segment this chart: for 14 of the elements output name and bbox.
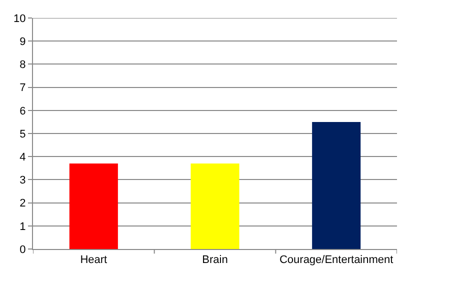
y-tick-label: 10	[14, 12, 26, 25]
x-tick-label: Brain	[202, 254, 228, 266]
y-tick-label: 5	[20, 128, 26, 140]
y-tick-label: 1	[20, 220, 26, 233]
x-tick-label: Courage/Entertainment	[279, 254, 394, 266]
y-tick-label: 7	[20, 82, 26, 94]
y-tick-label: 8	[20, 59, 26, 72]
y-tick-label: 6	[20, 105, 26, 118]
y-tick-label: 0	[20, 244, 26, 256]
y-tick-label: 3	[20, 174, 26, 187]
y-tick-label: 2	[20, 198, 26, 210]
y-tick-label: 9	[20, 36, 26, 48]
x-tick-label: Heart	[80, 254, 108, 266]
y-tick-label: 4	[20, 151, 26, 164]
